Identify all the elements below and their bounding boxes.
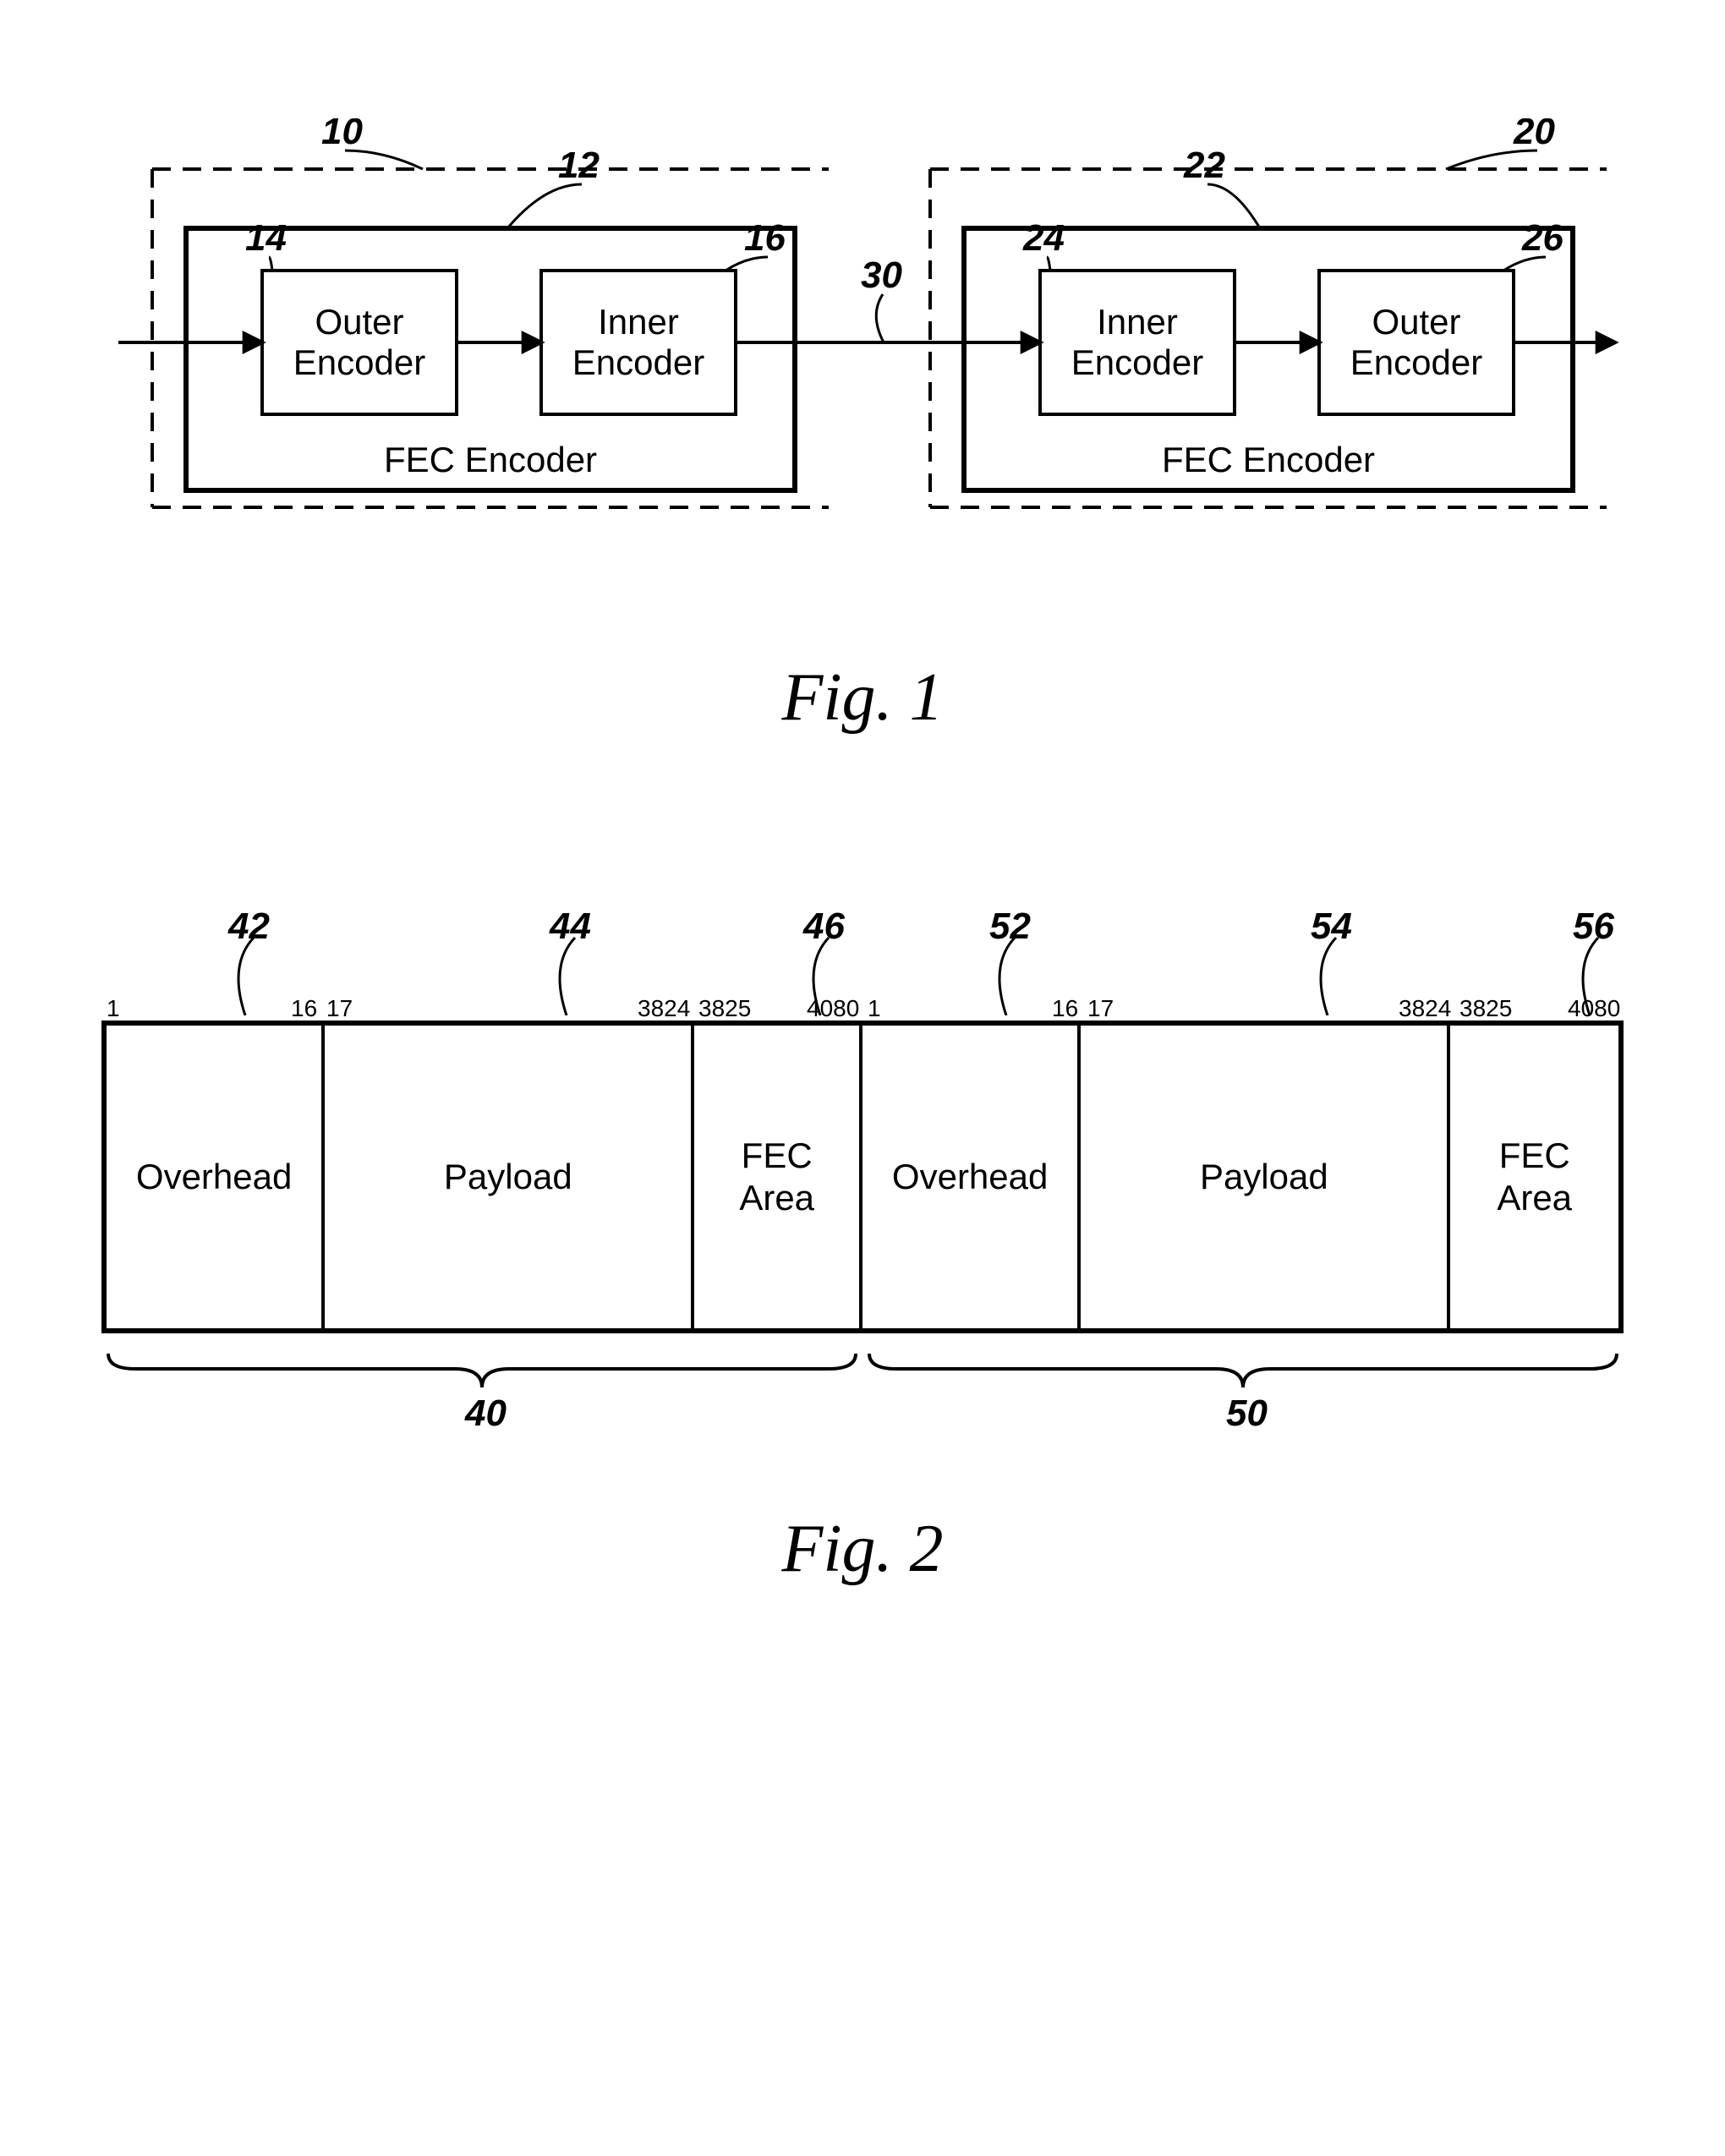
brace [862, 1350, 1624, 1393]
svg-text:Outer: Outer [315, 302, 403, 342]
frame-cell: FECArea [694, 1026, 862, 1328]
tick-label: 16 [291, 995, 317, 1022]
brace-label: 40 [465, 1393, 507, 1435]
tick-label: 1 [868, 995, 881, 1022]
tick-label: 3824 [1399, 995, 1451, 1022]
frame-cell: Payload [325, 1026, 694, 1328]
tick-label: 16 [1052, 995, 1078, 1022]
svg-text:30: 30 [861, 254, 902, 296]
fig2-tick-row: 1 16 17 3824 3825 4080 1 16 17 3824 3825 4080 [101, 990, 1624, 1021]
brace [101, 1350, 862, 1393]
tick-label: 3825 [698, 995, 751, 1022]
fig1-diagram: FEC EncoderFEC EncoderOuterEncoderInnerE… [101, 118, 1624, 592]
svg-text:Inner: Inner [1097, 302, 1178, 342]
svg-text:Inner: Inner [598, 302, 679, 342]
svg-text:16: 16 [744, 217, 786, 259]
fig2-frame-row: OverheadPayloadFECAreaOverheadPayloadFEC… [101, 1021, 1624, 1333]
frame-cell: Overhead [107, 1026, 325, 1328]
fig2-caption: Fig. 2 [34, 1511, 1691, 1588]
svg-text:Outer: Outer [1372, 302, 1460, 342]
tick-label: 4080 [1568, 995, 1620, 1022]
frame-cell: Overhead [862, 1026, 1081, 1328]
tick-label: 3824 [638, 995, 690, 1022]
tick-label: 4080 [807, 995, 859, 1022]
fig2-brace-row: 40 50 [101, 1350, 1624, 1443]
svg-text:Encoder: Encoder [1071, 342, 1203, 382]
svg-text:26: 26 [1521, 217, 1563, 259]
tick-label: 1 [107, 995, 120, 1022]
svg-text:22: 22 [1183, 145, 1225, 186]
tick-label: 3825 [1459, 995, 1512, 1022]
svg-text:12: 12 [558, 145, 600, 186]
svg-text:20: 20 [1513, 118, 1555, 152]
svg-text:Encoder: Encoder [572, 342, 704, 382]
brace-label: 50 [1226, 1393, 1268, 1435]
svg-text:10: 10 [321, 118, 363, 152]
fig2-diagram: 424446525456 1 16 17 3824 3825 4080 1 16 17 3824 3… [101, 906, 1624, 1443]
frame-cell: Payload [1081, 1026, 1450, 1328]
svg-text:FEC Encoder: FEC Encoder [384, 440, 597, 479]
fig2-callout-row: 424446525456 [101, 906, 1624, 990]
svg-text:14: 14 [245, 217, 287, 259]
figure-1: FEC EncoderFEC EncoderOuterEncoderInnerE… [34, 118, 1691, 736]
tick-label: 17 [326, 995, 353, 1022]
svg-text:Encoder: Encoder [293, 342, 425, 382]
tick-label: 17 [1087, 995, 1114, 1022]
svg-text:FEC Encoder: FEC Encoder [1162, 440, 1375, 479]
svg-text:24: 24 [1022, 217, 1065, 259]
fig1-caption: Fig. 1 [34, 659, 1691, 736]
svg-text:Encoder: Encoder [1350, 342, 1482, 382]
frame-cell: FECArea [1450, 1026, 1618, 1328]
figure-2: 424446525456 1 16 17 3824 3825 4080 1 16 17 3824 3… [34, 906, 1691, 1588]
